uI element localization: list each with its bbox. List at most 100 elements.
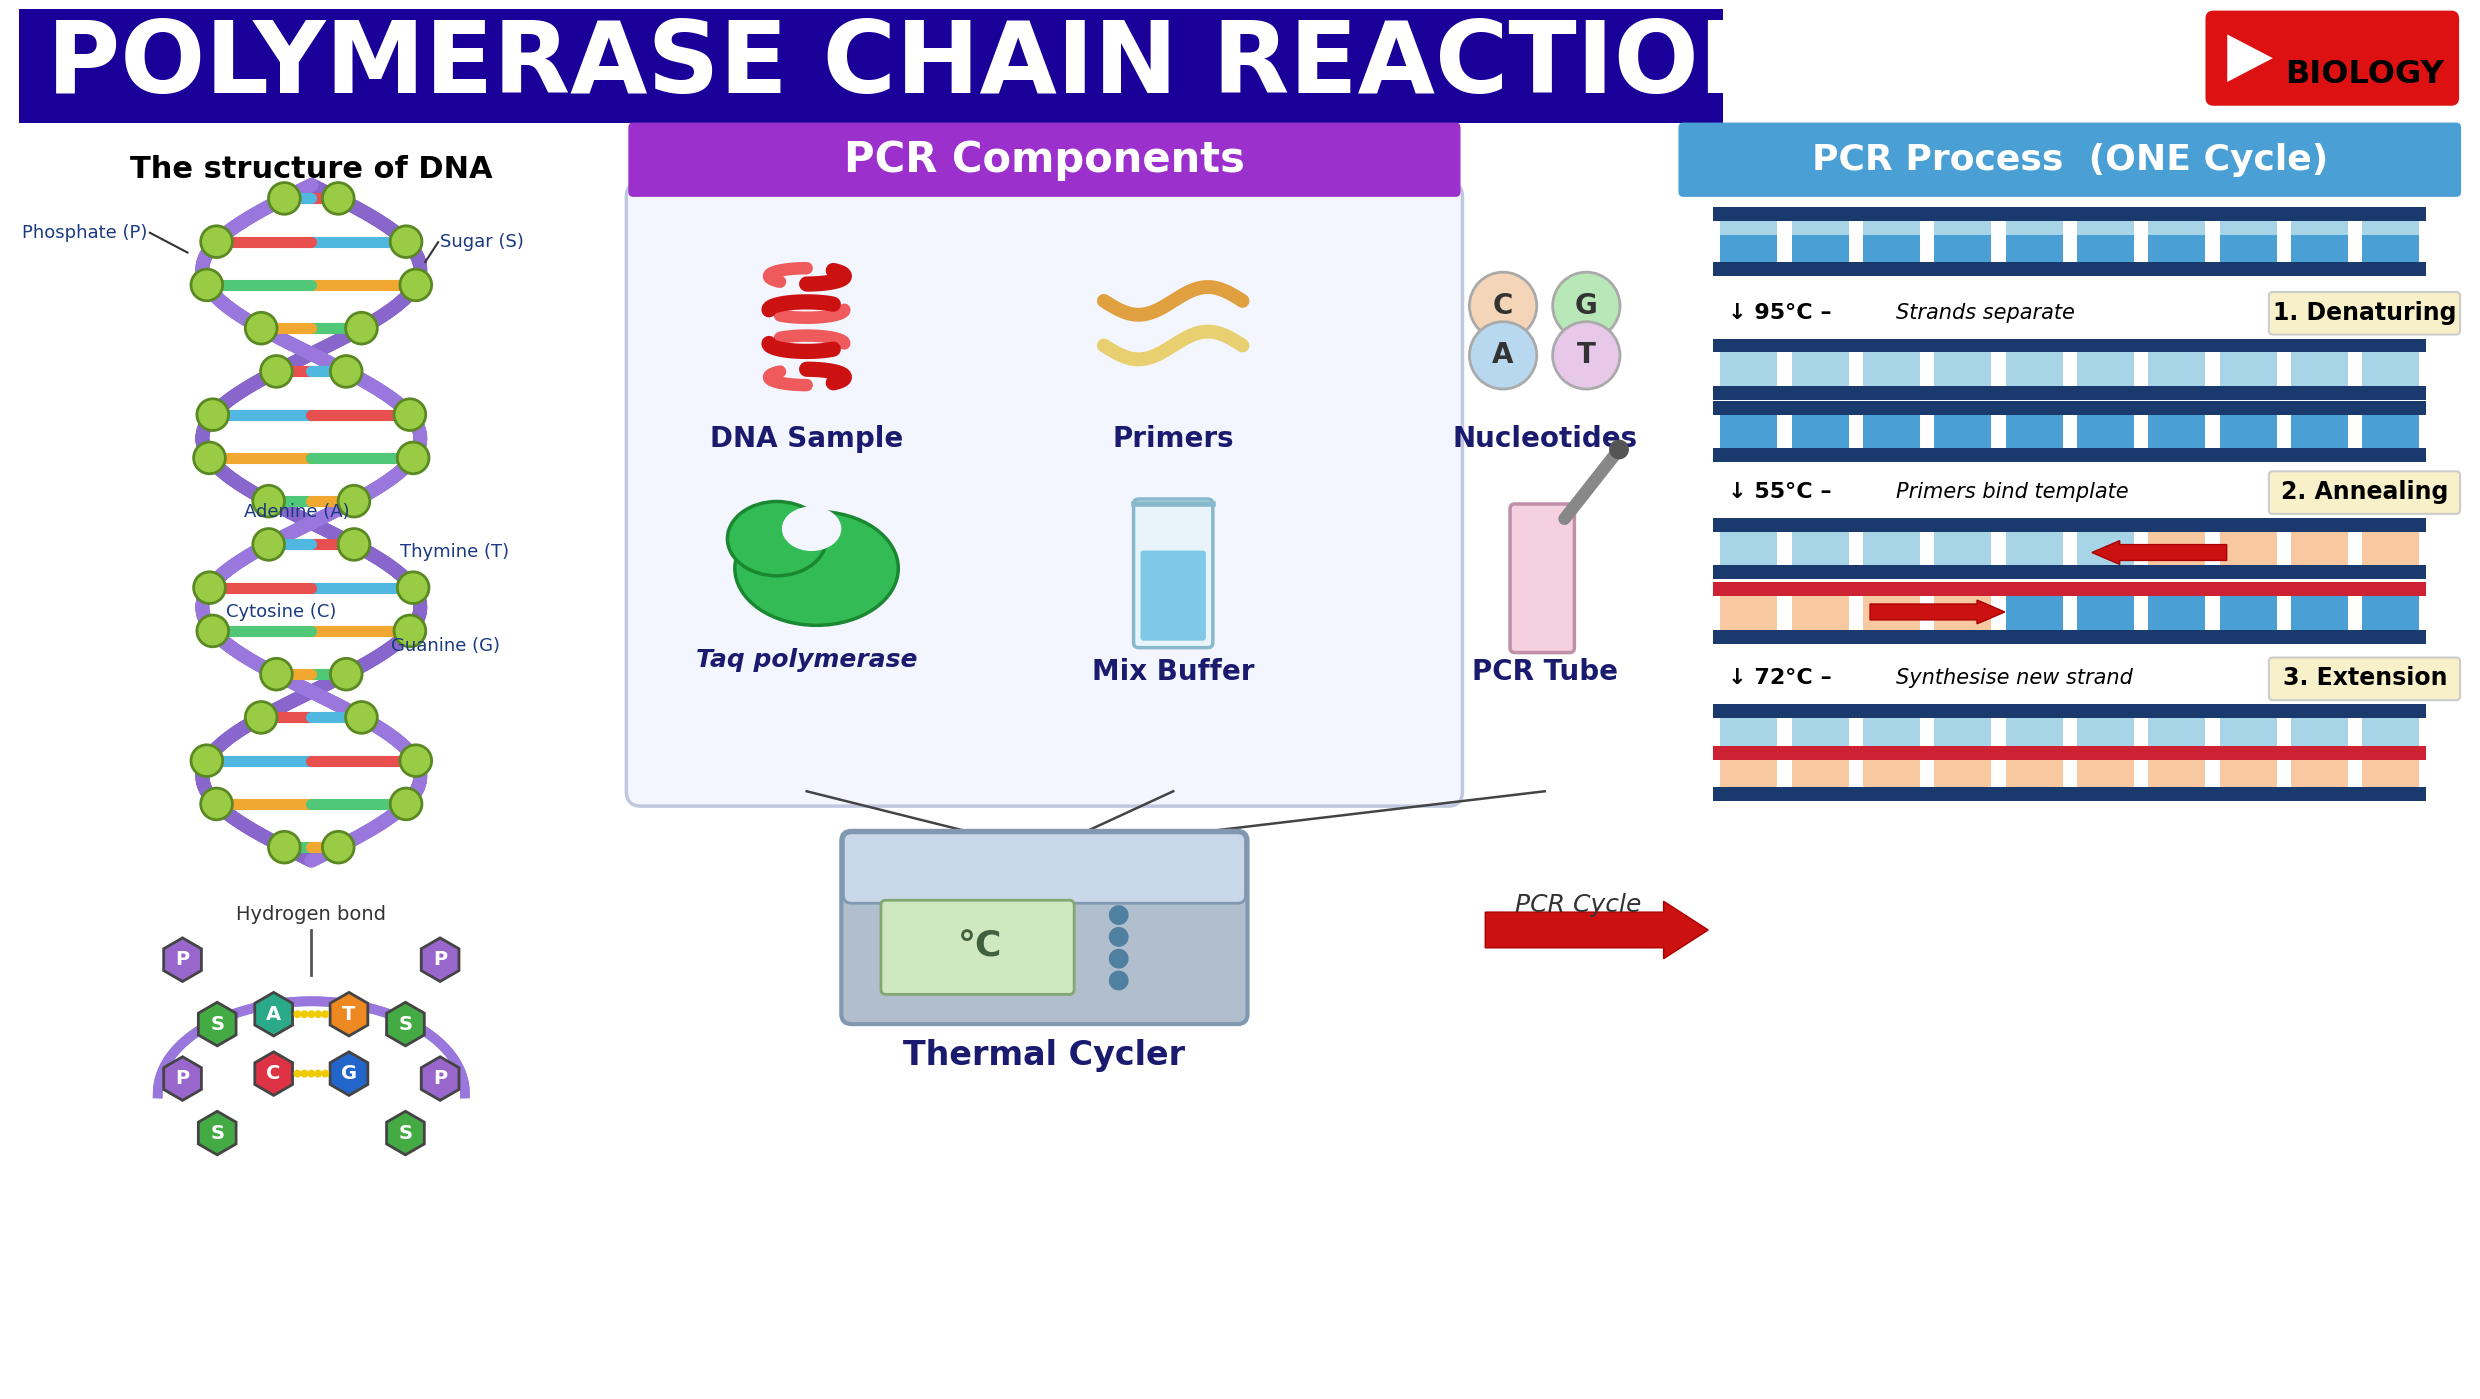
Polygon shape	[164, 937, 201, 982]
FancyBboxPatch shape	[1862, 353, 1920, 386]
FancyBboxPatch shape	[2006, 221, 2063, 249]
FancyBboxPatch shape	[2076, 221, 2133, 249]
Circle shape	[1109, 905, 1128, 925]
FancyBboxPatch shape	[1714, 449, 2425, 462]
Circle shape	[260, 355, 293, 388]
FancyBboxPatch shape	[2148, 760, 2205, 788]
Text: 2. Annealing: 2. Annealing	[2282, 480, 2448, 504]
FancyBboxPatch shape	[1934, 596, 1991, 630]
FancyBboxPatch shape	[1934, 235, 1991, 262]
Text: ↓ 72°C –: ↓ 72°C –	[1729, 669, 1833, 688]
Circle shape	[293, 1070, 303, 1077]
FancyBboxPatch shape	[2363, 353, 2420, 386]
Circle shape	[337, 529, 370, 560]
Polygon shape	[255, 992, 293, 1037]
FancyBboxPatch shape	[2006, 532, 2063, 565]
Text: Hydrogen bond: Hydrogen bond	[236, 905, 387, 925]
FancyArrow shape	[2093, 540, 2227, 564]
Polygon shape	[2227, 35, 2272, 83]
Circle shape	[397, 442, 429, 474]
Text: Thermal Cycler: Thermal Cycler	[903, 1039, 1185, 1072]
Circle shape	[1610, 439, 1629, 459]
Circle shape	[193, 442, 226, 474]
FancyBboxPatch shape	[1714, 262, 2425, 276]
FancyBboxPatch shape	[1714, 582, 2425, 596]
FancyBboxPatch shape	[2006, 235, 2063, 262]
FancyBboxPatch shape	[2076, 760, 2133, 788]
Polygon shape	[255, 1052, 293, 1095]
Circle shape	[330, 355, 362, 388]
Circle shape	[201, 225, 233, 257]
FancyBboxPatch shape	[1510, 504, 1575, 652]
Circle shape	[322, 1010, 330, 1018]
FancyBboxPatch shape	[1721, 353, 1778, 386]
Circle shape	[1552, 273, 1619, 340]
FancyBboxPatch shape	[843, 832, 1245, 904]
Text: 1. Denaturing: 1. Denaturing	[2274, 301, 2458, 325]
FancyBboxPatch shape	[1791, 760, 1848, 788]
FancyBboxPatch shape	[2292, 353, 2349, 386]
Circle shape	[1109, 928, 1128, 947]
Circle shape	[201, 788, 233, 820]
Circle shape	[308, 1070, 315, 1077]
Circle shape	[345, 312, 377, 344]
Circle shape	[1109, 949, 1128, 968]
FancyBboxPatch shape	[1862, 718, 1920, 746]
FancyBboxPatch shape	[2220, 596, 2277, 630]
FancyBboxPatch shape	[1721, 235, 1778, 262]
FancyBboxPatch shape	[1714, 402, 2425, 416]
Circle shape	[322, 1070, 330, 1077]
FancyBboxPatch shape	[1791, 532, 1848, 565]
Text: °C: °C	[957, 930, 1002, 964]
Text: Mix Buffer: Mix Buffer	[1091, 658, 1255, 686]
Text: C: C	[265, 1065, 280, 1083]
Circle shape	[330, 659, 362, 690]
FancyBboxPatch shape	[2363, 235, 2420, 262]
FancyBboxPatch shape	[1791, 596, 1848, 630]
Text: S: S	[399, 1123, 412, 1143]
Text: PCR Tube: PCR Tube	[1471, 658, 1617, 686]
FancyBboxPatch shape	[1862, 532, 1920, 565]
FancyBboxPatch shape	[2006, 760, 2063, 788]
Circle shape	[389, 788, 422, 820]
FancyBboxPatch shape	[2363, 416, 2420, 449]
Circle shape	[253, 529, 285, 560]
Text: Primers: Primers	[1114, 425, 1235, 453]
Text: ↓ 95°C –: ↓ 95°C –	[1729, 302, 1833, 323]
Text: Phosphate (P): Phosphate (P)	[22, 224, 149, 242]
FancyBboxPatch shape	[2076, 532, 2133, 565]
Text: Nucleotides: Nucleotides	[1453, 425, 1637, 453]
FancyBboxPatch shape	[1721, 718, 1778, 746]
FancyBboxPatch shape	[880, 900, 1074, 995]
FancyBboxPatch shape	[1862, 596, 1920, 630]
FancyBboxPatch shape	[1934, 718, 1991, 746]
FancyBboxPatch shape	[2006, 718, 2063, 746]
Circle shape	[293, 1010, 303, 1018]
FancyBboxPatch shape	[2148, 532, 2205, 565]
Polygon shape	[330, 992, 367, 1037]
Text: Primers bind template: Primers bind template	[1897, 483, 2128, 502]
Circle shape	[1552, 322, 1619, 389]
Circle shape	[191, 269, 223, 301]
Circle shape	[394, 616, 427, 646]
FancyBboxPatch shape	[1714, 339, 2425, 353]
Circle shape	[300, 1010, 308, 1018]
FancyBboxPatch shape	[2076, 718, 2133, 746]
FancyBboxPatch shape	[2292, 235, 2349, 262]
Text: G: G	[340, 1065, 357, 1083]
FancyBboxPatch shape	[2220, 532, 2277, 565]
FancyBboxPatch shape	[841, 831, 1247, 1024]
FancyBboxPatch shape	[2076, 416, 2133, 449]
FancyBboxPatch shape	[2148, 596, 2205, 630]
Polygon shape	[387, 1111, 424, 1154]
Text: C: C	[1493, 292, 1513, 320]
FancyBboxPatch shape	[1862, 221, 1920, 249]
Polygon shape	[198, 1002, 236, 1046]
Text: P: P	[176, 950, 188, 970]
FancyBboxPatch shape	[2220, 718, 2277, 746]
Circle shape	[1109, 971, 1128, 990]
Ellipse shape	[781, 506, 841, 551]
FancyBboxPatch shape	[1679, 123, 2460, 197]
FancyBboxPatch shape	[2006, 416, 2063, 449]
Text: Guanine (G): Guanine (G)	[389, 637, 498, 655]
